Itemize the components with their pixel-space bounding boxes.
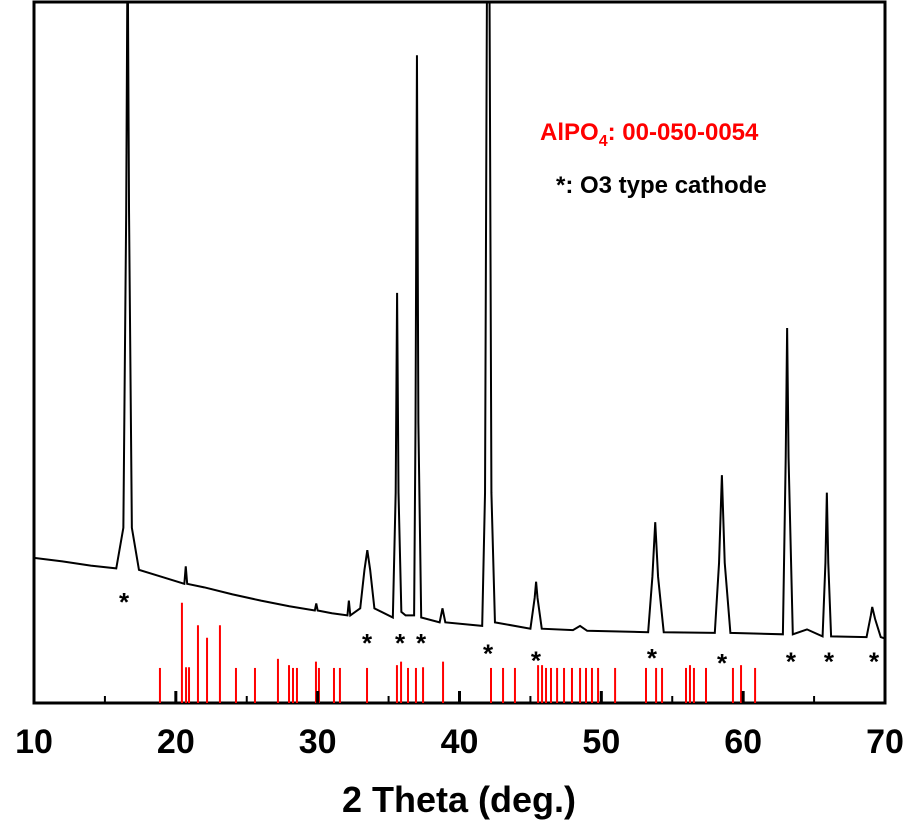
peak-marker: * [717, 648, 728, 678]
peak-marker: * [531, 645, 542, 675]
x-tick-label: 50 [582, 723, 620, 761]
x-tick-label: 40 [441, 723, 479, 761]
x-tick-label: 10 [15, 723, 53, 761]
x-tick-label: 30 [299, 723, 337, 761]
plot-area [34, 2, 885, 703]
peak-marker: * [416, 628, 427, 658]
annotation-subscript: 4 [599, 133, 608, 150]
peak-marker: * [824, 647, 835, 677]
x-tick-label: 70 [866, 723, 904, 761]
plot-frame [32, 0, 887, 705]
xrd-pattern [34, 2, 885, 640]
peak-marker: * [647, 643, 658, 673]
peak-marker: * [362, 628, 373, 658]
annotation: *: O3 type cathode [556, 172, 767, 199]
annotation: AlPO4: 00-050-0054 [540, 119, 759, 150]
peak-marker: * [483, 638, 494, 668]
peak-marker: * [786, 647, 797, 677]
x-axis-title: 2 Theta (deg.) [342, 779, 576, 820]
peak-marker: * [119, 587, 130, 617]
annotation-text: : 00-050-0054 [608, 119, 759, 146]
annotation-text: AlPO [540, 119, 599, 146]
x-tick-label: 60 [724, 723, 762, 761]
peak-marker: * [869, 647, 880, 677]
x-tick-label: 20 [157, 723, 195, 761]
annotation-text: *: O3 type cathode [556, 172, 767, 199]
peak-marker: * [395, 628, 406, 658]
